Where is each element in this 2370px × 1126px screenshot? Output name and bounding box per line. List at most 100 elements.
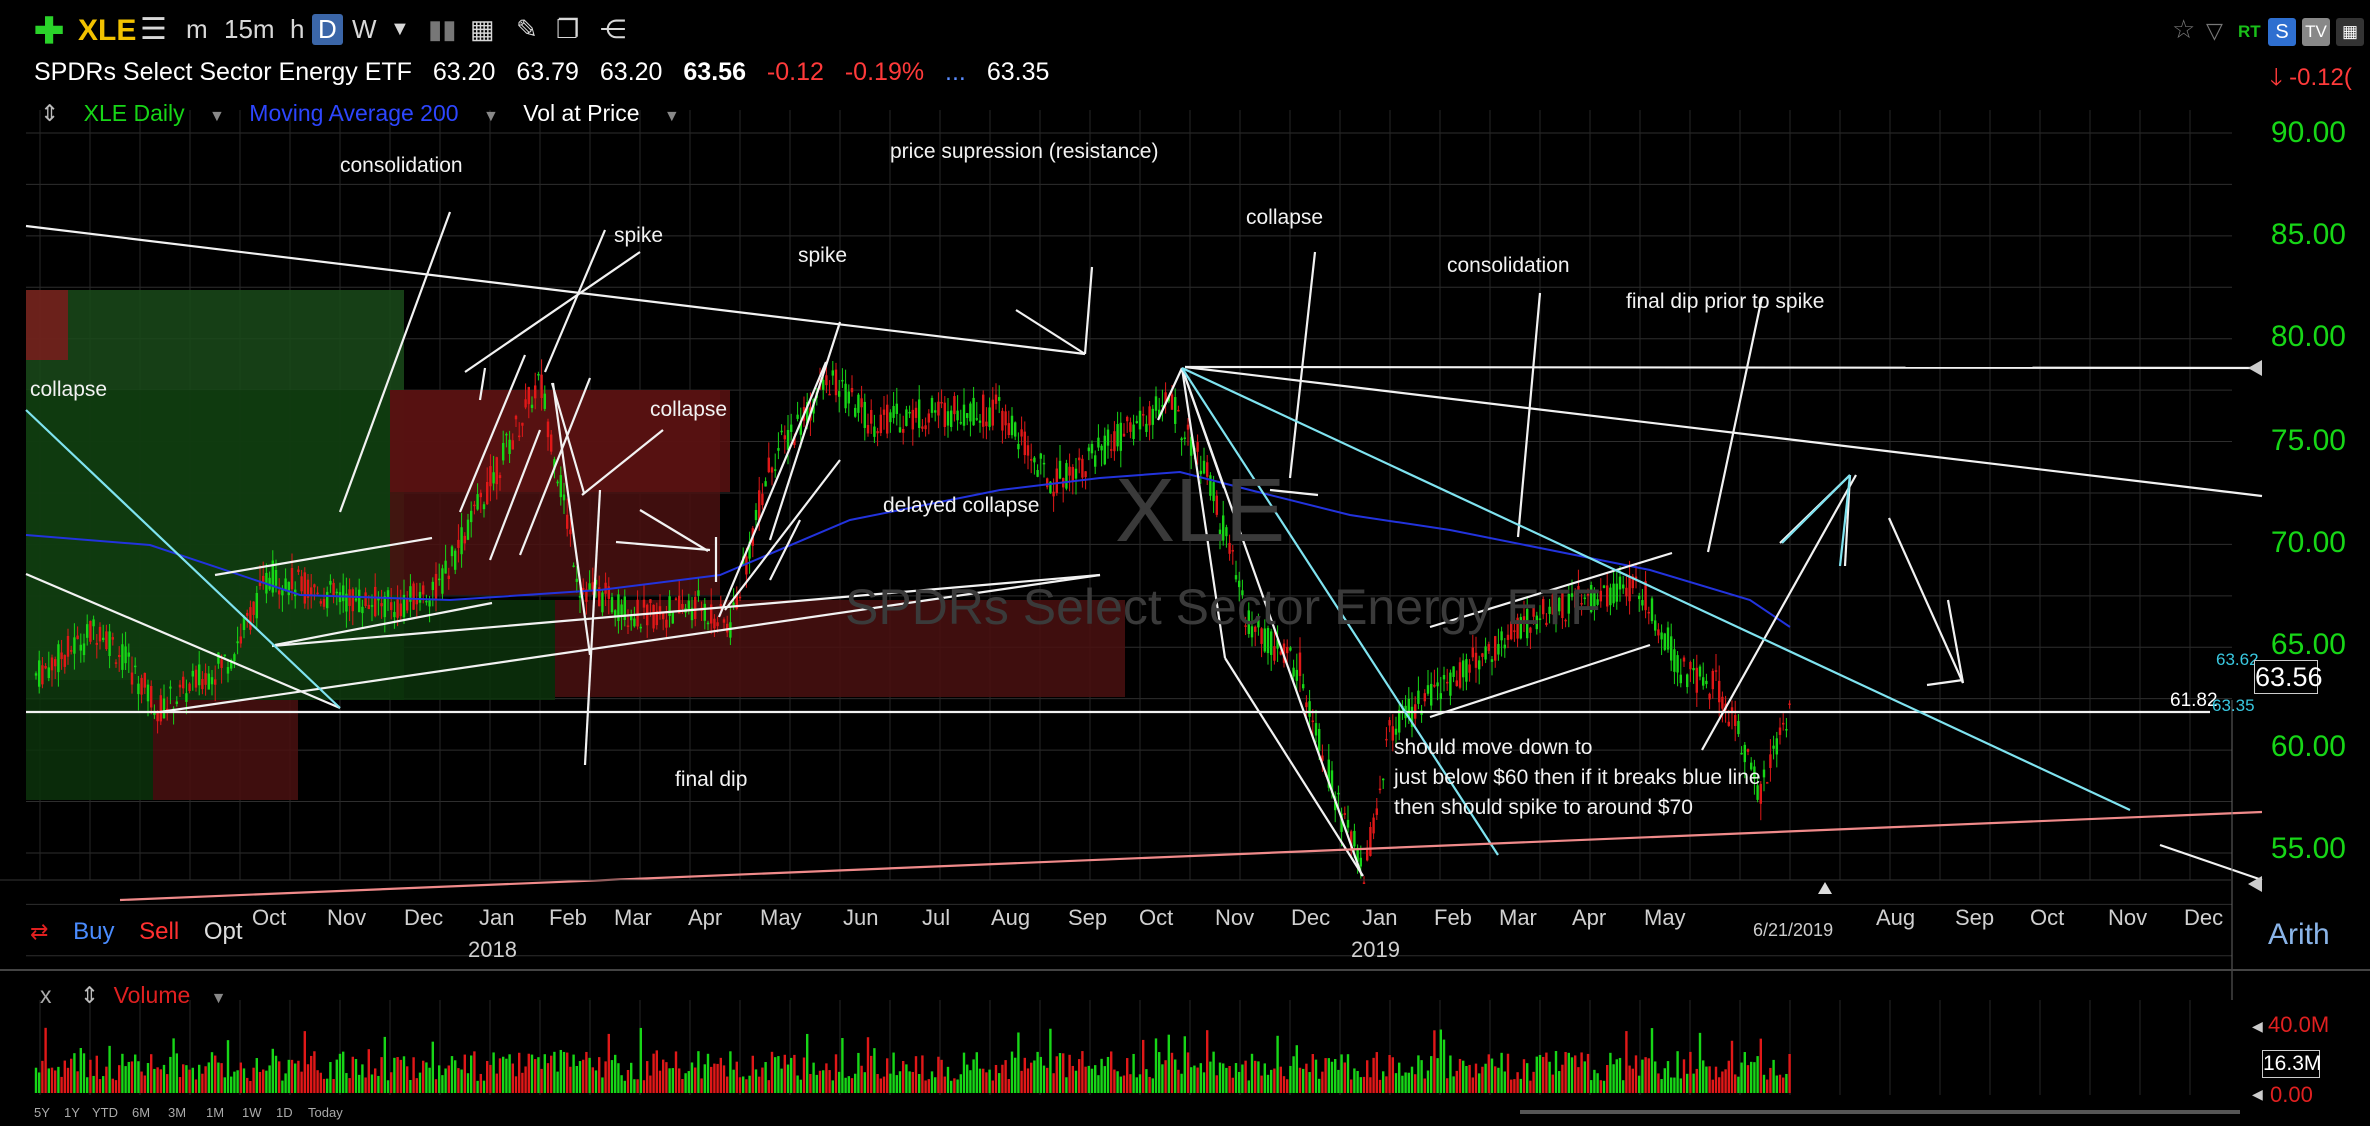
volume-bar bbox=[1462, 1060, 1465, 1093]
trendline bbox=[25, 572, 341, 710]
volume-bar bbox=[1359, 1077, 1362, 1093]
sell-button[interactable]: Sell bbox=[139, 918, 180, 945]
candle-body bbox=[473, 504, 476, 507]
candle-body bbox=[1654, 620, 1657, 631]
range-1m[interactable]: 1M bbox=[206, 1105, 225, 1120]
candle-body bbox=[745, 556, 748, 575]
volume-bar bbox=[1465, 1065, 1468, 1093]
volume-bar bbox=[377, 1075, 380, 1093]
volume-bar bbox=[1324, 1058, 1327, 1093]
tv-icon[interactable]: TV bbox=[2302, 18, 2330, 46]
volume-bar bbox=[438, 1065, 441, 1093]
trade-icon[interactable]: ⇄ bbox=[30, 919, 49, 944]
candle-body bbox=[390, 602, 393, 611]
volume-bar bbox=[713, 1063, 716, 1093]
date-marker-label: 6/21/2019 bbox=[1753, 920, 1834, 940]
interval-h[interactable]: h bbox=[290, 14, 305, 44]
alert-icon[interactable]: ▽ bbox=[2206, 18, 2223, 43]
volume-bar bbox=[95, 1055, 98, 1093]
scan-icon[interactable]: S bbox=[2268, 18, 2296, 46]
realtime-icon[interactable]: RT bbox=[2238, 22, 2261, 41]
x-tick-label: Dec bbox=[2184, 905, 2224, 930]
interval-15m[interactable]: 15m bbox=[224, 14, 275, 44]
layout-grid-icon[interactable]: ▦ bbox=[2336, 18, 2364, 46]
candle-body bbox=[1238, 580, 1241, 588]
drawn-trendlines bbox=[25, 211, 2263, 902]
symbol-input[interactable]: XLE bbox=[78, 14, 137, 47]
volume-bar bbox=[396, 1057, 399, 1093]
candle-body bbox=[1689, 662, 1692, 670]
share-icon[interactable]: ⋲ bbox=[600, 14, 626, 44]
legend-ma[interactable]: Moving Average 200 bbox=[249, 100, 459, 126]
candle-body bbox=[143, 672, 146, 688]
candle-body bbox=[1503, 644, 1506, 649]
x-tick-label: Nov bbox=[2108, 905, 2148, 930]
options-button[interactable]: Opt bbox=[203, 918, 243, 945]
interval-w[interactable]: W bbox=[352, 14, 377, 44]
pencil-icon[interactable]: ✎ bbox=[516, 14, 538, 44]
candle-body bbox=[374, 586, 377, 617]
layouts-icon[interactable]: ❐ bbox=[556, 14, 580, 44]
chevron-down-icon[interactable]: ▼ bbox=[482, 108, 499, 125]
calculator-icon[interactable]: ▦ bbox=[470, 14, 495, 44]
candle-body bbox=[658, 606, 662, 615]
candle-body bbox=[1394, 728, 1398, 735]
candle-body bbox=[1385, 738, 1388, 741]
drag-icon[interactable]: ⇕ bbox=[79, 982, 100, 1008]
legend-vap[interactable]: Vol at Price bbox=[523, 100, 640, 126]
chevron-down-icon[interactable]: ▼ bbox=[209, 108, 225, 125]
volume-bar bbox=[594, 1070, 598, 1093]
candle-body bbox=[1612, 583, 1615, 604]
candle-body bbox=[1644, 581, 1647, 611]
range-today[interactable]: Today bbox=[308, 1105, 343, 1120]
horizontal-scrollbar[interactable] bbox=[1520, 1110, 2240, 1114]
volume-label[interactable]: Volume bbox=[113, 982, 191, 1008]
star-icon[interactable]: ☆ bbox=[2172, 14, 2196, 44]
candle-body bbox=[735, 595, 738, 609]
candle-body bbox=[1711, 670, 1714, 690]
volume-bar bbox=[127, 1061, 130, 1093]
range-6m[interactable]: 6M bbox=[132, 1105, 151, 1120]
volume-bar bbox=[1593, 1069, 1596, 1093]
range-5y[interactable]: 5Y bbox=[34, 1105, 50, 1120]
volume-bar bbox=[1580, 1052, 1583, 1093]
list-icon[interactable]: ☰ bbox=[140, 13, 167, 46]
close-pane-button[interactable]: x bbox=[40, 982, 52, 1008]
volume-bar bbox=[463, 1054, 466, 1093]
volume-bar bbox=[1174, 1059, 1177, 1093]
candle-body bbox=[1097, 437, 1100, 448]
add-symbol-icon[interactable]: ✚ bbox=[34, 10, 65, 51]
range-1w[interactable]: 1W bbox=[242, 1105, 262, 1120]
candle-body bbox=[1100, 445, 1103, 451]
legend-series[interactable]: XLE Daily bbox=[83, 100, 185, 126]
volume-bar bbox=[47, 1068, 50, 1093]
range-ytd[interactable]: YTD bbox=[92, 1105, 118, 1120]
chevron-down-icon[interactable]: ▼ bbox=[210, 990, 227, 1007]
candle-body bbox=[1577, 586, 1580, 593]
bar-chart-icon[interactable]: ▮▮ bbox=[428, 14, 457, 44]
candle-body bbox=[1788, 703, 1791, 705]
volume-bar bbox=[1071, 1065, 1074, 1093]
candle-body bbox=[1247, 610, 1250, 634]
volume-bar bbox=[329, 1062, 332, 1093]
range-1y[interactable]: 1Y bbox=[64, 1105, 80, 1120]
scale-mode-button[interactable]: Arith bbox=[2268, 918, 2330, 951]
buy-button[interactable]: Buy bbox=[73, 918, 115, 945]
chevron-down-icon[interactable]: ▼ bbox=[663, 108, 680, 125]
candle-body bbox=[1055, 468, 1058, 494]
trendline bbox=[159, 573, 1101, 714]
volume-bar bbox=[1698, 1032, 1702, 1093]
range-3m[interactable]: 3M bbox=[168, 1105, 187, 1120]
interval-m[interactable]: m bbox=[186, 14, 208, 44]
candle-body bbox=[482, 504, 486, 510]
candle-body bbox=[1766, 782, 1769, 784]
candle-body bbox=[70, 650, 73, 652]
drag-icon[interactable]: ⇕ bbox=[40, 100, 60, 126]
last-price-box: 63.56 bbox=[2254, 660, 2323, 694]
candle-body bbox=[1052, 491, 1055, 497]
chevron-down-icon[interactable]: ▼ bbox=[390, 18, 410, 40]
range-1d[interactable]: 1D bbox=[276, 1105, 293, 1120]
interval-d[interactable]: D bbox=[312, 14, 343, 45]
volume-bar bbox=[300, 1071, 303, 1093]
